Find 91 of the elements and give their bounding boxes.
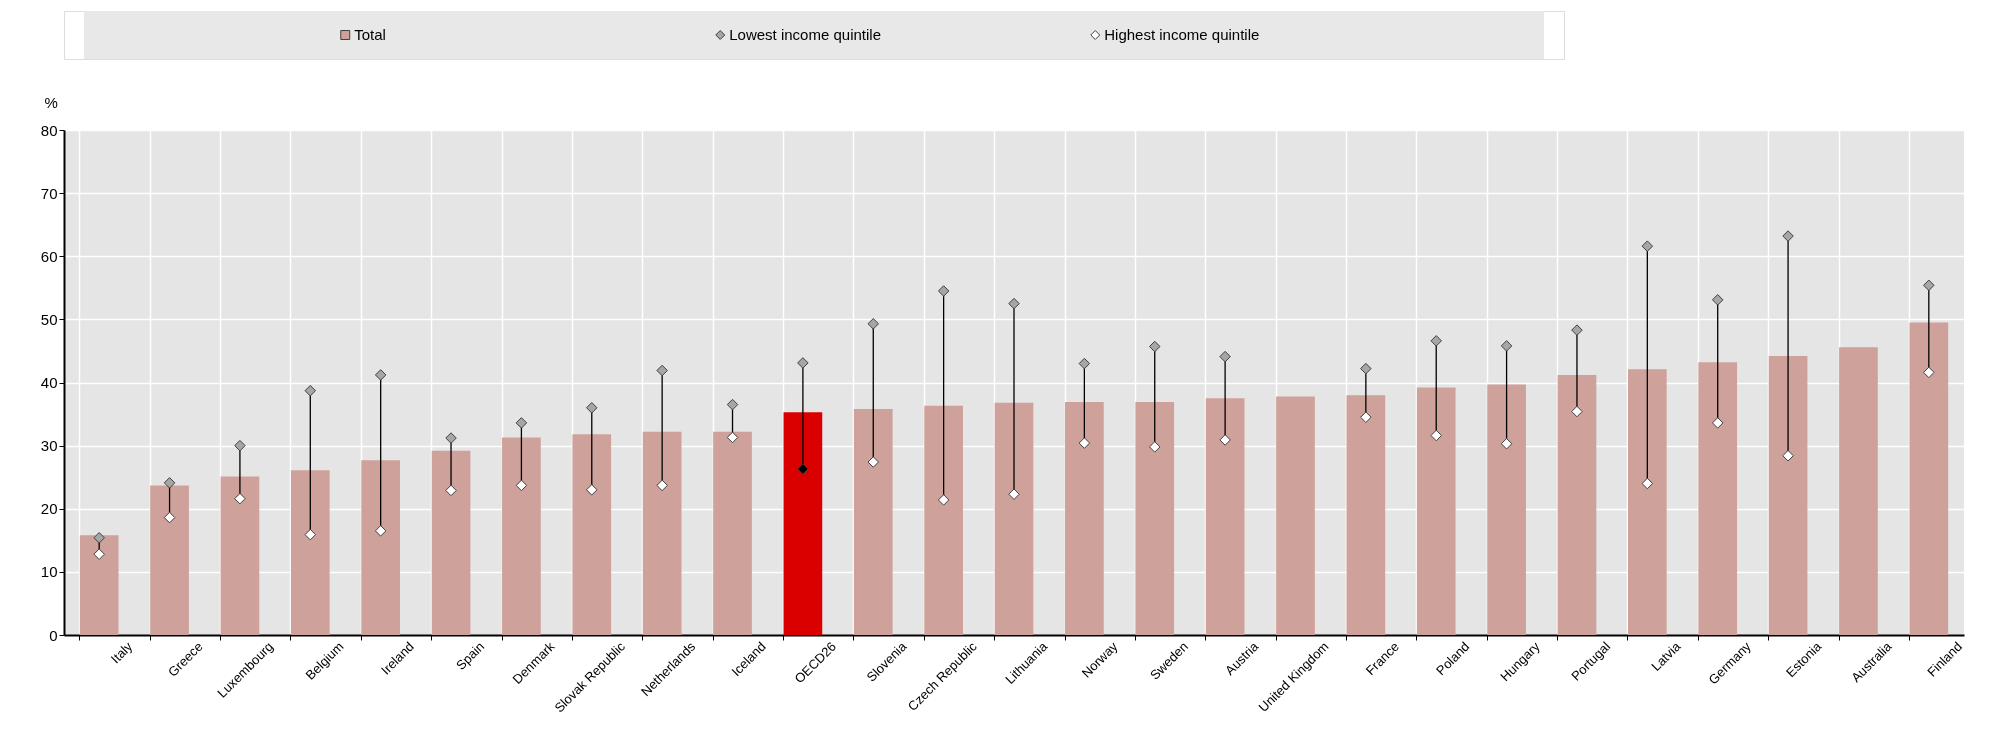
point — [1500, 437, 1513, 450]
bar — [853, 409, 893, 635]
point — [1923, 279, 1935, 292]
y-tick-label: 50 — [40, 310, 58, 328]
bar — [1768, 355, 1808, 635]
point — [1078, 357, 1091, 370]
point — [374, 525, 387, 537]
point — [515, 417, 528, 429]
bar — [1276, 396, 1315, 635]
point — [937, 494, 950, 506]
legend-label: Highest income quintile — [1104, 26, 1260, 43]
bar — [1205, 398, 1245, 635]
bar — [79, 535, 119, 635]
bar — [1698, 362, 1738, 635]
point — [163, 477, 176, 489]
point — [1360, 362, 1372, 375]
bar — [1065, 402, 1104, 635]
bar — [1627, 369, 1667, 635]
point — [1782, 449, 1794, 462]
legend-label: Total — [354, 26, 386, 43]
point — [656, 479, 668, 492]
point — [163, 511, 176, 524]
bar — [1909, 322, 1949, 635]
point — [234, 492, 246, 505]
point — [586, 402, 598, 414]
point — [726, 431, 739, 444]
point — [1500, 340, 1513, 352]
y-tick-label: 20 — [40, 500, 58, 518]
point — [1641, 240, 1654, 252]
y-tick-label: 10 — [40, 563, 58, 581]
y-tick-label: 30 — [40, 437, 58, 455]
bar — [783, 412, 823, 635]
point — [797, 463, 809, 475]
point — [1219, 434, 1231, 446]
bar — [642, 431, 682, 635]
point — [1430, 429, 1442, 442]
point — [867, 318, 879, 330]
bar — [713, 431, 752, 635]
bar — [220, 476, 260, 635]
point — [1078, 437, 1091, 449]
point — [1711, 294, 1724, 306]
bar — [361, 460, 401, 635]
point — [656, 364, 668, 377]
point — [515, 479, 528, 492]
point — [586, 484, 598, 496]
point — [1008, 297, 1020, 310]
bar — [572, 434, 612, 635]
point — [93, 532, 105, 544]
point — [1430, 335, 1442, 347]
point — [1571, 405, 1583, 418]
point — [1008, 488, 1020, 500]
point — [1782, 230, 1794, 242]
bar — [1416, 387, 1456, 635]
point — [1923, 366, 1935, 379]
bar — [1839, 347, 1878, 635]
point — [234, 439, 246, 452]
point — [1711, 417, 1724, 429]
x-tick-label: Italy — [107, 638, 136, 667]
y-axis-title: % — [44, 93, 58, 111]
bar — [290, 470, 330, 635]
point — [937, 285, 950, 297]
y-tick-label: 70 — [40, 184, 58, 202]
bar — [994, 402, 1034, 635]
y-tick-label: 60 — [40, 247, 58, 265]
point — [1641, 477, 1654, 490]
point — [93, 548, 105, 560]
point — [1360, 411, 1372, 423]
point — [1219, 350, 1231, 363]
y-tick-label: 40 — [40, 374, 58, 391]
point — [867, 456, 879, 468]
legend-label: Lowest income quintile — [729, 26, 882, 43]
bar — [150, 485, 189, 635]
bar — [431, 450, 471, 635]
y-tick-label: 80 — [40, 121, 58, 139]
point — [445, 484, 457, 497]
point — [1149, 441, 1161, 453]
bar — [1487, 384, 1526, 635]
bar — [1557, 374, 1597, 635]
bar — [1346, 395, 1386, 635]
point — [304, 384, 317, 397]
point — [445, 432, 457, 444]
bar — [502, 437, 541, 635]
bar — [924, 405, 963, 635]
point — [726, 398, 739, 411]
y-tick-label: 0 — [49, 626, 58, 644]
point — [1571, 324, 1583, 336]
point — [797, 357, 809, 369]
bar — [1135, 402, 1175, 635]
point — [1149, 340, 1161, 353]
point — [374, 369, 387, 381]
point — [304, 528, 317, 541]
